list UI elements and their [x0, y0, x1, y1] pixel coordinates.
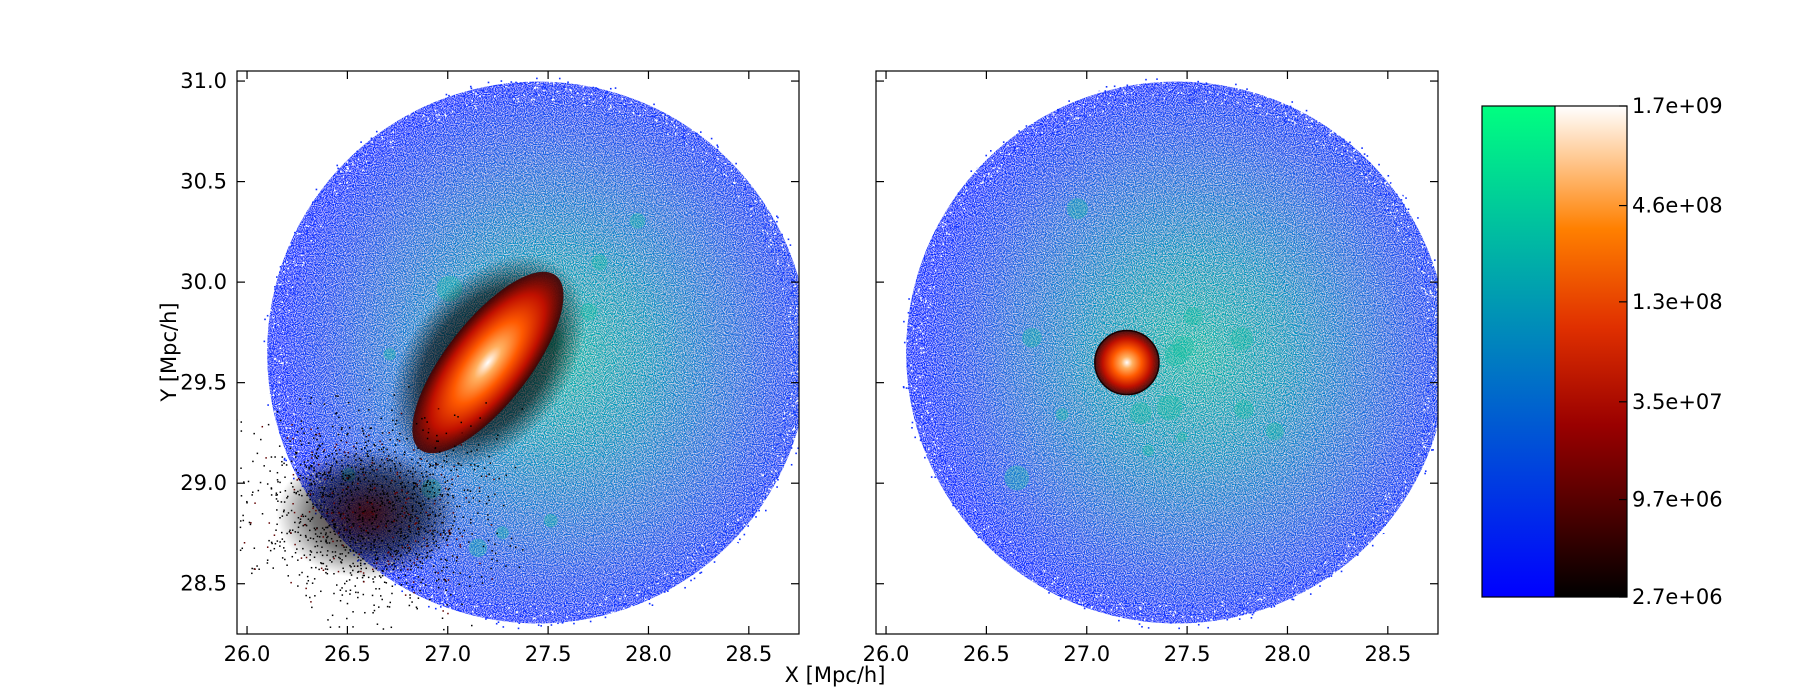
left-region-stream-particles: [237, 386, 524, 631]
right-x-tick-label-5: 28.5: [1364, 642, 1411, 666]
right-x-tick-label-4: 28.0: [1264, 642, 1311, 666]
right-region-small-sphere: [1094, 329, 1160, 396]
left-y-tick-label-3: 30.0: [180, 270, 227, 294]
right-x-tick-label-0: 26.0: [863, 642, 910, 666]
right-region-sphere-substructure: [1004, 198, 1284, 491]
left-x-tick-label-3: 27.5: [525, 642, 572, 666]
left-x-tick-label-5: 28.5: [725, 642, 772, 666]
colorbar-tick-label-3: 3.5e+07: [1632, 390, 1723, 414]
y-axis-label: Y [Mpc/h]: [157, 302, 181, 402]
right-axes-frame: [875, 70, 1439, 635]
right-x-tick-label-2: 27.0: [1063, 642, 1110, 666]
right-region-sphere: [906, 81, 1438, 624]
left-y-tick-label-2: 29.5: [180, 371, 227, 395]
right-x-tick-label-3: 27.5: [1164, 642, 1211, 666]
left-region-elongated-core: [412, 271, 564, 454]
left-x-tick-label-4: 28.0: [625, 642, 672, 666]
right-panel: 26.0 26.5 27.0 27.5 28.0 28.5: [863, 70, 1439, 666]
right-x-tick-label-1: 26.5: [963, 642, 1010, 666]
left-y-tick-label-5: 31.0: [180, 69, 227, 93]
colorbar-tick-label-4: 9.7e+06: [1632, 488, 1723, 512]
left-x-tick-label-0: 26.0: [224, 642, 271, 666]
colorbar-tick-label-5: 2.7e+06: [1632, 585, 1723, 609]
left-region-sphere-edge-speckle: [263, 77, 799, 630]
right-region-sphere-edge-speckle: [902, 78, 1438, 630]
left-region-stream: [276, 448, 459, 579]
left-y-tick-label-0: 28.5: [180, 572, 227, 596]
left-x-tick-label-1: 26.5: [324, 642, 371, 666]
colorbar-tick-label-1: 4.6e+08: [1632, 194, 1723, 218]
left-panel: 26.0 26.5 27.0 27.5 28.0 28.5 28.5 29.0 29.5 30.0…: [180, 69, 800, 666]
left-x-tick-label-2: 27.0: [424, 642, 471, 666]
colorbar-green-blue: [1482, 106, 1555, 597]
left-y-tick-label-4: 30.5: [180, 170, 227, 194]
colorbar: 1.7e+09 4.6e+08 1.3e+08 3.5e+07 9.7e+06 2.7e+…: [1481, 94, 1723, 609]
right-image: [902, 78, 1438, 630]
x-axis-label: X [Mpc/h]: [785, 663, 886, 687]
left-axes-frame: [236, 70, 800, 635]
left-image: [237, 77, 799, 631]
colorbar-tick-label-2: 1.3e+08: [1632, 290, 1723, 314]
colorbar-hot: [1555, 106, 1627, 597]
left-y-tick-label-1: 29.0: [180, 471, 227, 495]
colorbar-tick-label-0: 1.7e+09: [1632, 94, 1723, 118]
